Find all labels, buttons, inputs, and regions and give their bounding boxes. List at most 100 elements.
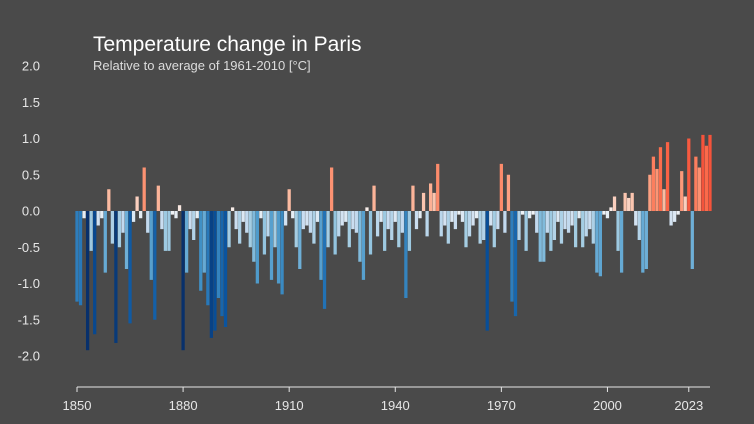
bar-1852 — [82, 211, 86, 219]
bar-1989 — [566, 211, 571, 233]
bar-2013 — [651, 156, 656, 212]
bar-1960 — [464, 211, 468, 248]
bar-1965 — [482, 211, 486, 240]
bar-2025 — [694, 156, 698, 212]
bar-1912 — [294, 211, 298, 248]
bar-1982 — [542, 211, 546, 262]
bar-1974 — [513, 211, 518, 317]
bar-1976 — [520, 211, 525, 215]
bar-1954 — [443, 211, 447, 226]
bar-1901 — [255, 211, 259, 284]
bar-1864 — [124, 211, 129, 269]
bar-1878 — [174, 211, 178, 219]
chart-title: Temperature change in Paris — [93, 33, 361, 56]
bar-1975 — [517, 211, 521, 240]
bar-2019 — [673, 211, 677, 222]
bar-1888 — [209, 211, 213, 338]
bar-1863 — [121, 211, 125, 233]
bar-1969 — [496, 211, 500, 230]
bar-1987 — [559, 211, 564, 244]
bar-1934 — [372, 185, 376, 212]
bar-1998 — [598, 211, 602, 277]
bar-1868 — [139, 211, 143, 219]
bar-1880 — [181, 211, 185, 351]
bar-2011 — [644, 211, 648, 269]
bar-1897 — [241, 211, 245, 222]
bar-1850 — [75, 211, 79, 302]
bar-1937 — [383, 211, 387, 251]
bar-1944 — [407, 211, 412, 251]
bar-1914 — [301, 211, 305, 230]
bar-1996 — [591, 211, 595, 244]
bar-2016 — [662, 189, 666, 211]
x-tick-label: 1910 — [275, 398, 304, 413]
bar-2029 — [708, 134, 712, 212]
bar-2012 — [648, 174, 652, 211]
y-tick-label: 1.5 — [22, 95, 40, 110]
bar-1913 — [298, 211, 302, 269]
bar-2001 — [609, 207, 613, 212]
bar-2009 — [637, 211, 641, 240]
bar-1933 — [368, 211, 373, 255]
bar-1925 — [340, 211, 344, 226]
bar-1851 — [78, 211, 83, 306]
bar-1858 — [103, 211, 107, 273]
bar-1935 — [375, 211, 380, 237]
bar-2002 — [612, 196, 617, 211]
bar-2007 — [630, 192, 634, 212]
bar-1986 — [556, 211, 560, 222]
bar-1906 — [273, 211, 277, 248]
bar-1900 — [252, 211, 256, 262]
bar-1978 — [528, 211, 532, 219]
bar-1883 — [192, 211, 196, 240]
bar-1870 — [146, 211, 150, 233]
bar-1917 — [312, 211, 316, 244]
bar-1903 — [262, 211, 267, 255]
bar-1941 — [397, 211, 401, 248]
bar-1854 — [89, 211, 93, 251]
bar-1931 — [361, 211, 366, 280]
bar-2023 — [687, 138, 691, 211]
bar-1920 — [322, 211, 327, 309]
y-tick-label: -1.5 — [18, 312, 40, 327]
bar-2024 — [690, 211, 694, 269]
bar-1942 — [400, 211, 404, 233]
bar-1953 — [439, 211, 443, 237]
bar-1896 — [238, 211, 242, 244]
bar-2000 — [605, 211, 610, 219]
bar-1918 — [315, 211, 320, 222]
bar-1936 — [379, 211, 383, 222]
x-axis: 1850 1880 1910 1940 1970 2000 2023 — [63, 386, 710, 413]
bar-1979 — [531, 211, 535, 215]
bar-1885 — [199, 211, 203, 291]
bar-2022 — [683, 196, 687, 211]
bar-2017 — [665, 142, 670, 212]
bar-1985 — [552, 211, 557, 240]
bar-1862 — [117, 211, 122, 248]
bar-1877 — [170, 211, 175, 215]
bar-1970 — [499, 163, 503, 212]
bar-1967 — [489, 211, 493, 226]
bar-1963 — [474, 211, 479, 219]
bar-2010 — [641, 211, 645, 273]
bar-1891 — [220, 211, 224, 317]
bar-1930 — [358, 211, 362, 262]
bar-1856 — [96, 211, 100, 226]
bar-1946 — [414, 211, 419, 230]
bar-1994 — [584, 211, 588, 237]
bar-1899 — [248, 211, 252, 248]
bar-2028 — [704, 145, 709, 211]
bar-1865 — [128, 211, 132, 324]
y-tick-label: -0.5 — [18, 240, 40, 255]
bar-1991 — [573, 211, 578, 248]
bar-1950 — [429, 183, 433, 211]
bar-1905 — [269, 211, 274, 280]
bar-2006 — [627, 197, 631, 211]
bar-2027 — [701, 134, 705, 212]
x-tick-label: 2000 — [593, 398, 622, 413]
bar-1921 — [326, 211, 330, 248]
bar-1881 — [185, 211, 189, 273]
x-tick-label: 1940 — [381, 398, 410, 413]
bar-1940 — [393, 211, 397, 222]
